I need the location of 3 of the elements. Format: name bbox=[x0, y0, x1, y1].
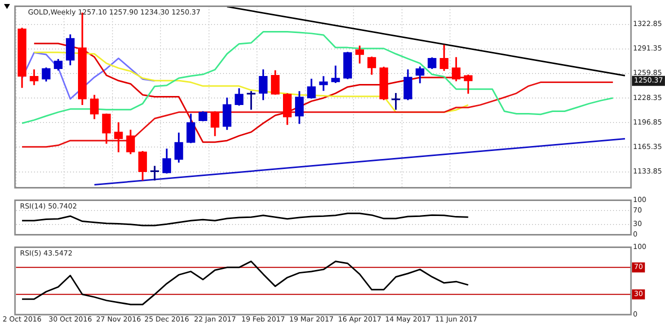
candlestick bbox=[114, 122, 123, 152]
candlestick bbox=[319, 76, 328, 91]
candlestick bbox=[331, 66, 340, 84]
